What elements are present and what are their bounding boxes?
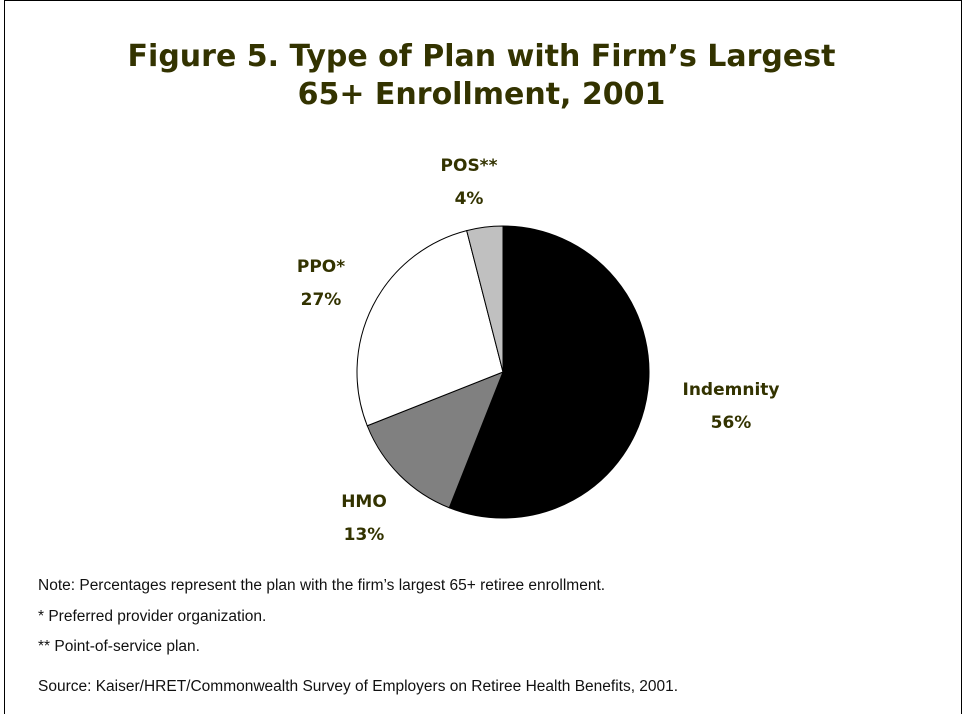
footnote-pos: ** Point-of-service plan. — [38, 638, 200, 655]
slice-value-indemnity: 56% — [710, 413, 752, 433]
pie-slice-pos — [466, 225, 504, 373]
source-text: Source: Kaiser/HRET/Commonwealth Survey … — [38, 678, 679, 695]
slice-value-ppo: 27% — [300, 290, 342, 310]
chart-title-line-1: Figure 5. Type of Plan with Firm’s Large… — [127, 39, 836, 74]
footnote-ppo: * Preferred provider organization. — [38, 608, 267, 625]
slice-name-ppo: PPO* — [296, 257, 346, 277]
slice-value-pos: 4% — [454, 189, 484, 209]
chart-title-line-2: 65+ Enrollment, 2001 — [297, 77, 666, 112]
pie-slice-hmo — [366, 371, 504, 509]
note-text: Note: Percentages represent the plan wit… — [38, 577, 606, 594]
slice-label-indemnity: Indemnity 56% — [656, 374, 806, 440]
pie-slice-indemnity — [448, 225, 650, 519]
slice-name-hmo: HMO — [341, 492, 387, 512]
slice-name-pos: POS** — [440, 156, 498, 176]
slice-label-hmo: HMO 13% — [319, 486, 409, 552]
slice-label-ppo: PPO* 27% — [276, 251, 366, 317]
slice-value-hmo: 13% — [343, 525, 385, 545]
pie-slice-ppo — [356, 229, 504, 427]
slice-label-pos: POS** 4% — [424, 150, 514, 216]
slice-name-indemnity: Indemnity — [682, 380, 780, 400]
chart-title: Figure 5. Type of Plan with Firm’s Large… — [0, 38, 963, 114]
